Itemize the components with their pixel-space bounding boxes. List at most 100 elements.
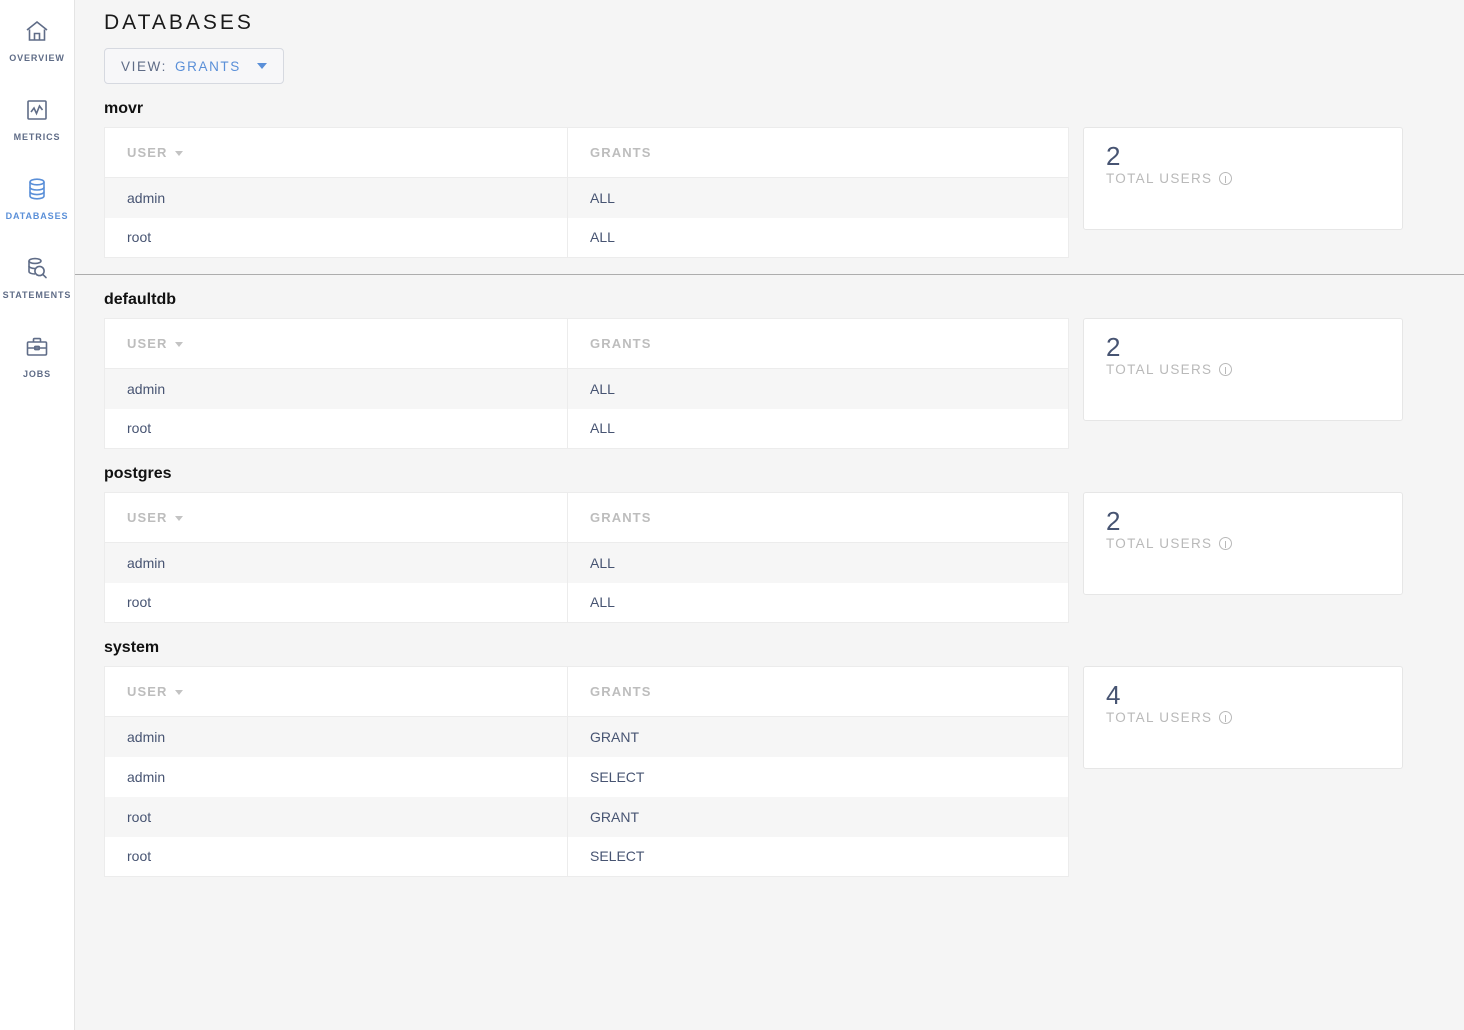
cell-grants: ALL — [590, 594, 615, 611]
total-users-label: TOTAL USERS — [1106, 362, 1213, 377]
view-dropdown[interactable]: VIEW: GRANTS — [104, 48, 284, 84]
table-header-row: USER GRANTS — [104, 492, 1069, 543]
info-circle-icon[interactable] — [1219, 711, 1233, 724]
grants-table: USER GRANTS admin GRANT admin SELECT root GRANT… — [104, 666, 1069, 877]
total-users-value: 4 — [1106, 680, 1121, 710]
cell-grants: SELECT — [590, 848, 645, 865]
table-row[interactable]: root ALL — [104, 408, 1069, 449]
total-users-card: 4 TOTAL USERS — [1083, 666, 1403, 769]
column-header-label: USER — [127, 684, 168, 699]
table-header-row: USER GRANTS — [104, 127, 1069, 178]
database-section: system USER GRANTS admin GRANT admin SELECT roo… — [75, 639, 1464, 877]
grants-table: USER GRANTS admin ALL root ALL — [104, 127, 1069, 258]
database-name: movr — [104, 100, 144, 117]
cell-user: admin — [104, 177, 568, 218]
sidebar-item-databases[interactable]: DATABASES — [0, 164, 75, 229]
total-users-label: TOTAL USERS — [1106, 536, 1213, 551]
cell-user: admin — [104, 368, 568, 409]
database-name: postgres — [104, 465, 172, 482]
database-section-body: USER GRANTS admin ALL root ALL 2 TOTAL USERS — [104, 318, 1444, 449]
cell-user: root — [104, 408, 568, 449]
total-users-label: TOTAL USERS — [1106, 171, 1213, 186]
table-row[interactable]: admin GRANT — [104, 716, 1069, 757]
cell-user: admin — [104, 716, 568, 757]
database-section-body: USER GRANTS admin ALL root ALL 2 TOTAL USERS — [104, 492, 1444, 623]
sidebar-item-metrics[interactable]: METRICS — [0, 85, 75, 150]
sidebar-item-label: OVERVIEW — [9, 53, 65, 63]
column-header-label: USER — [127, 336, 168, 351]
cell-grants: ALL — [590, 554, 615, 571]
briefcase-icon — [24, 332, 50, 362]
column-header-user[interactable]: USER — [104, 318, 568, 369]
sidebar: OVERVIEW METRICS DATABASES — [0, 0, 75, 1030]
table-row[interactable]: admin ALL — [104, 177, 1069, 218]
table-row[interactable]: admin ALL — [104, 368, 1069, 409]
cell-user: admin — [104, 756, 568, 797]
table-row[interactable]: root ALL — [104, 582, 1069, 623]
table-row[interactable]: root SELECT — [104, 836, 1069, 877]
total-users-value: 2 — [1106, 506, 1121, 536]
sidebar-item-label: JOBS — [22, 369, 52, 379]
database-sections: movr USER GRANTS admin ALL root ALL 2 TOTAL USER… — [75, 100, 1464, 877]
sort-descending-caret-icon — [174, 151, 183, 157]
info-circle-icon[interactable] — [1219, 363, 1233, 376]
total-users-label: TOTAL USERS — [1106, 710, 1213, 725]
table-row[interactable]: admin SELECT — [104, 756, 1069, 797]
column-header-label: GRANTS — [590, 336, 652, 351]
table-row[interactable]: root ALL — [104, 217, 1069, 258]
cell-user: root — [104, 582, 568, 623]
home-icon — [24, 16, 50, 46]
cell-grants: ALL — [590, 420, 615, 437]
grants-table: USER GRANTS admin ALL root ALL — [104, 492, 1069, 623]
sidebar-item-jobs[interactable]: JOBS — [0, 322, 75, 387]
cell-grants: ALL — [590, 229, 615, 246]
cell-grants: GRANT — [590, 728, 639, 745]
column-header-user[interactable]: USER — [104, 666, 568, 717]
column-header-label: USER — [127, 145, 168, 160]
total-users-card: 2 TOTAL USERS — [1083, 492, 1403, 595]
column-header-grants[interactable]: GRANTS — [567, 127, 1069, 178]
database-section: movr USER GRANTS admin ALL root ALL 2 TOTAL USER… — [75, 100, 1464, 258]
table-row[interactable]: root GRANT — [104, 796, 1069, 837]
database-name: defaultdb — [104, 291, 176, 308]
sidebar-item-statements[interactable]: STATEMENTS — [0, 243, 75, 308]
table-header-row: USER GRANTS — [104, 318, 1069, 369]
sidebar-item-label: METRICS — [13, 132, 61, 142]
cell-user: admin — [104, 542, 568, 583]
column-header-grants[interactable]: GRANTS — [567, 492, 1069, 543]
column-header-label: USER — [127, 510, 168, 525]
total-users-value: 2 — [1106, 141, 1121, 171]
table-row[interactable]: admin ALL — [104, 542, 1069, 583]
sidebar-item-label: DATABASES — [5, 211, 69, 221]
column-header-label: GRANTS — [590, 145, 652, 160]
sidebar-item-overview[interactable]: OVERVIEW — [0, 6, 75, 71]
sidebar-item-label: STATEMENTS — [2, 290, 72, 300]
database-section-body: USER GRANTS admin GRANT admin SELECT root GRANT… — [104, 666, 1444, 877]
sort-descending-caret-icon — [174, 516, 183, 522]
total-users-card: 2 TOTAL USERS — [1083, 127, 1403, 230]
database-search-icon — [24, 253, 50, 283]
cell-grants: ALL — [590, 380, 615, 397]
sort-descending-caret-icon — [174, 342, 183, 348]
cell-user: root — [104, 836, 568, 877]
database-section: defaultdb USER GRANTS admin ALL root ALL 2 TOTAL… — [75, 274, 1464, 449]
table-header-row: USER GRANTS — [104, 666, 1069, 717]
column-header-label: GRANTS — [590, 510, 652, 525]
column-header-user[interactable]: USER — [104, 127, 568, 178]
info-circle-icon[interactable] — [1219, 172, 1233, 185]
cell-grants: GRANT — [590, 808, 639, 825]
database-section-body: USER GRANTS admin ALL root ALL 2 TOTAL USERS — [104, 127, 1444, 258]
column-header-grants[interactable]: GRANTS — [567, 318, 1069, 369]
cell-grants: SELECT — [590, 768, 645, 785]
grants-table: USER GRANTS admin ALL root ALL — [104, 318, 1069, 449]
column-header-user[interactable]: USER — [104, 492, 568, 543]
column-header-grants[interactable]: GRANTS — [567, 666, 1069, 717]
cell-grants: ALL — [590, 189, 615, 206]
info-circle-icon[interactable] — [1219, 537, 1233, 550]
database-section: postgres USER GRANTS admin ALL root ALL 2 TOTAL … — [75, 465, 1464, 623]
chevron-down-icon — [256, 63, 267, 69]
total-users-value: 2 — [1106, 332, 1121, 362]
view-dropdown-value: GRANTS — [175, 58, 241, 74]
database-name: system — [104, 639, 160, 656]
